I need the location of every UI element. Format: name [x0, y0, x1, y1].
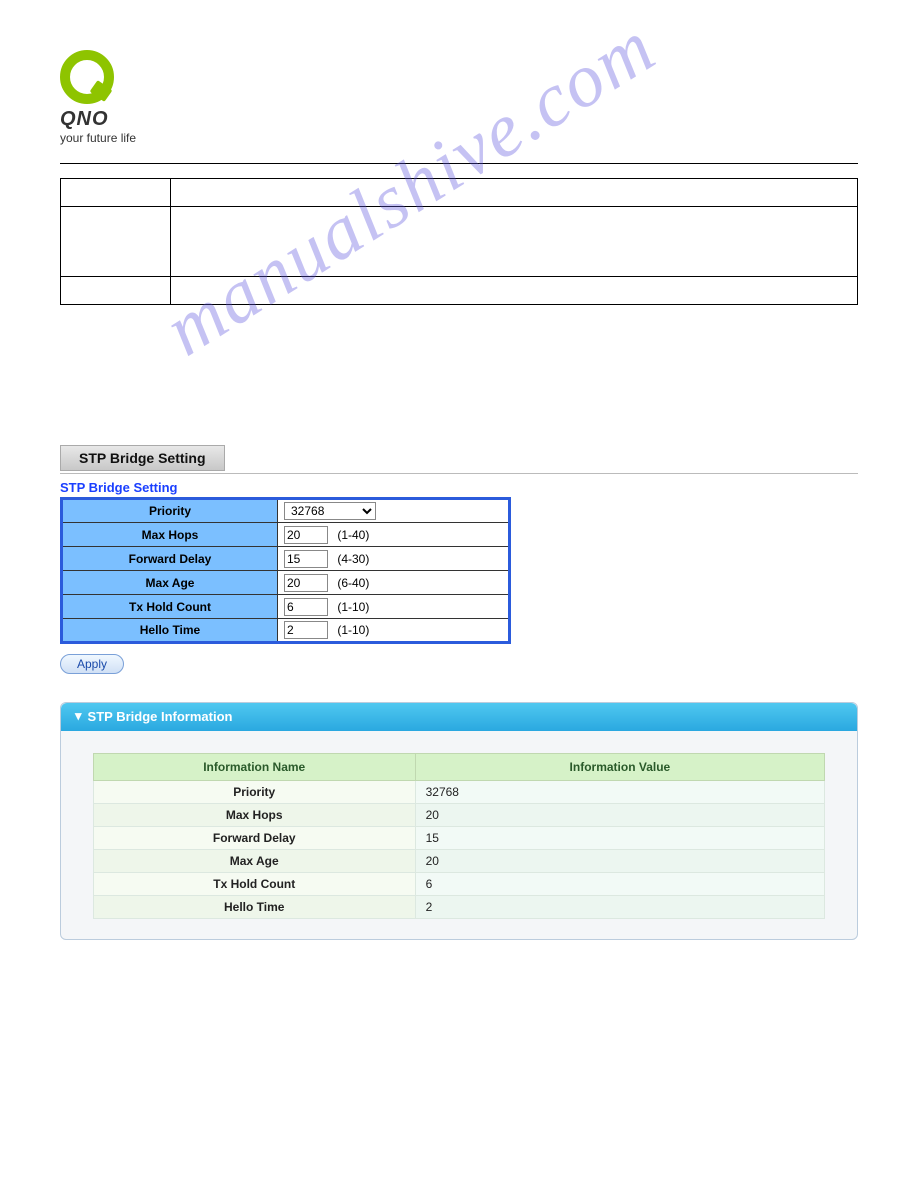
- chevron-down-icon: ▾: [75, 708, 82, 724]
- info-row: Max Hops 20: [93, 804, 824, 827]
- apply-button[interactable]: Apply: [60, 654, 124, 674]
- info-val-0: 32768: [415, 781, 825, 804]
- logo-block: QNO your future life: [60, 50, 858, 145]
- range-hello-time: (1-10): [337, 623, 369, 637]
- info-table: Information Name Information Value Prior…: [93, 753, 825, 919]
- info-row: Forward Delay 15: [93, 827, 824, 850]
- label-max-hops: Max Hops: [62, 523, 278, 547]
- intro-row-3: [61, 277, 858, 305]
- info-row: Priority 32768: [93, 781, 824, 804]
- range-max-hops: (1-40): [337, 528, 369, 542]
- label-max-age: Max Age: [62, 571, 278, 595]
- top-divider: [60, 163, 858, 164]
- select-priority[interactable]: 32768: [284, 502, 376, 520]
- section-title: STP Bridge Setting: [60, 480, 858, 495]
- logo-tagline: your future life: [60, 131, 858, 145]
- range-max-age: (6-40): [337, 576, 369, 590]
- info-val-2: 15: [415, 827, 825, 850]
- info-name-4: Tx Hold Count: [93, 873, 415, 896]
- info-panel-title: STP Bridge Information: [88, 709, 233, 724]
- info-name-1: Max Hops: [93, 804, 415, 827]
- info-row: Hello Time 2: [93, 896, 824, 919]
- intro-row-1: [61, 179, 858, 207]
- info-name-2: Forward Delay: [93, 827, 415, 850]
- intro-row-2: [61, 207, 858, 277]
- input-max-age[interactable]: [284, 574, 328, 592]
- input-max-hops[interactable]: [284, 526, 328, 544]
- logo-brand-text: QNO: [60, 108, 858, 131]
- range-forward-delay: (4-30): [337, 552, 369, 566]
- range-tx-hold: (1-10): [337, 600, 369, 614]
- info-val-5: 2: [415, 896, 825, 919]
- label-priority: Priority: [62, 499, 278, 523]
- label-forward-delay: Forward Delay: [62, 547, 278, 571]
- info-th-value: Information Value: [415, 754, 825, 781]
- tab-stp-bridge-setting[interactable]: STP Bridge Setting: [60, 445, 225, 471]
- info-val-1: 20: [415, 804, 825, 827]
- input-tx-hold[interactable]: [284, 598, 328, 616]
- intro-table: [60, 178, 858, 305]
- label-tx-hold: Tx Hold Count: [62, 595, 278, 619]
- info-row: Max Age 20: [93, 850, 824, 873]
- input-hello-time[interactable]: [284, 621, 328, 639]
- tab-underline: [60, 473, 858, 474]
- input-forward-delay[interactable]: [284, 550, 328, 568]
- screenshot-region: STP Bridge Setting STP Bridge Setting Pr…: [60, 445, 858, 940]
- info-val-3: 20: [415, 850, 825, 873]
- info-name-5: Hello Time: [93, 896, 415, 919]
- page-container: QNO your future life STP Bridge Setting …: [0, 0, 918, 980]
- info-th-name: Information Name: [93, 754, 415, 781]
- label-hello-time: Hello Time: [62, 619, 278, 643]
- info-val-4: 6: [415, 873, 825, 896]
- info-panel-header[interactable]: ▾ STP Bridge Information: [61, 703, 857, 731]
- settings-table: Priority 32768 Max Hops (1-40) Forward D…: [60, 497, 511, 644]
- info-name-0: Priority: [93, 781, 415, 804]
- info-name-3: Max Age: [93, 850, 415, 873]
- info-panel: ▾ STP Bridge Information Information Name…: [60, 702, 858, 940]
- info-row: Tx Hold Count 6: [93, 873, 824, 896]
- logo-q-icon: [60, 50, 114, 104]
